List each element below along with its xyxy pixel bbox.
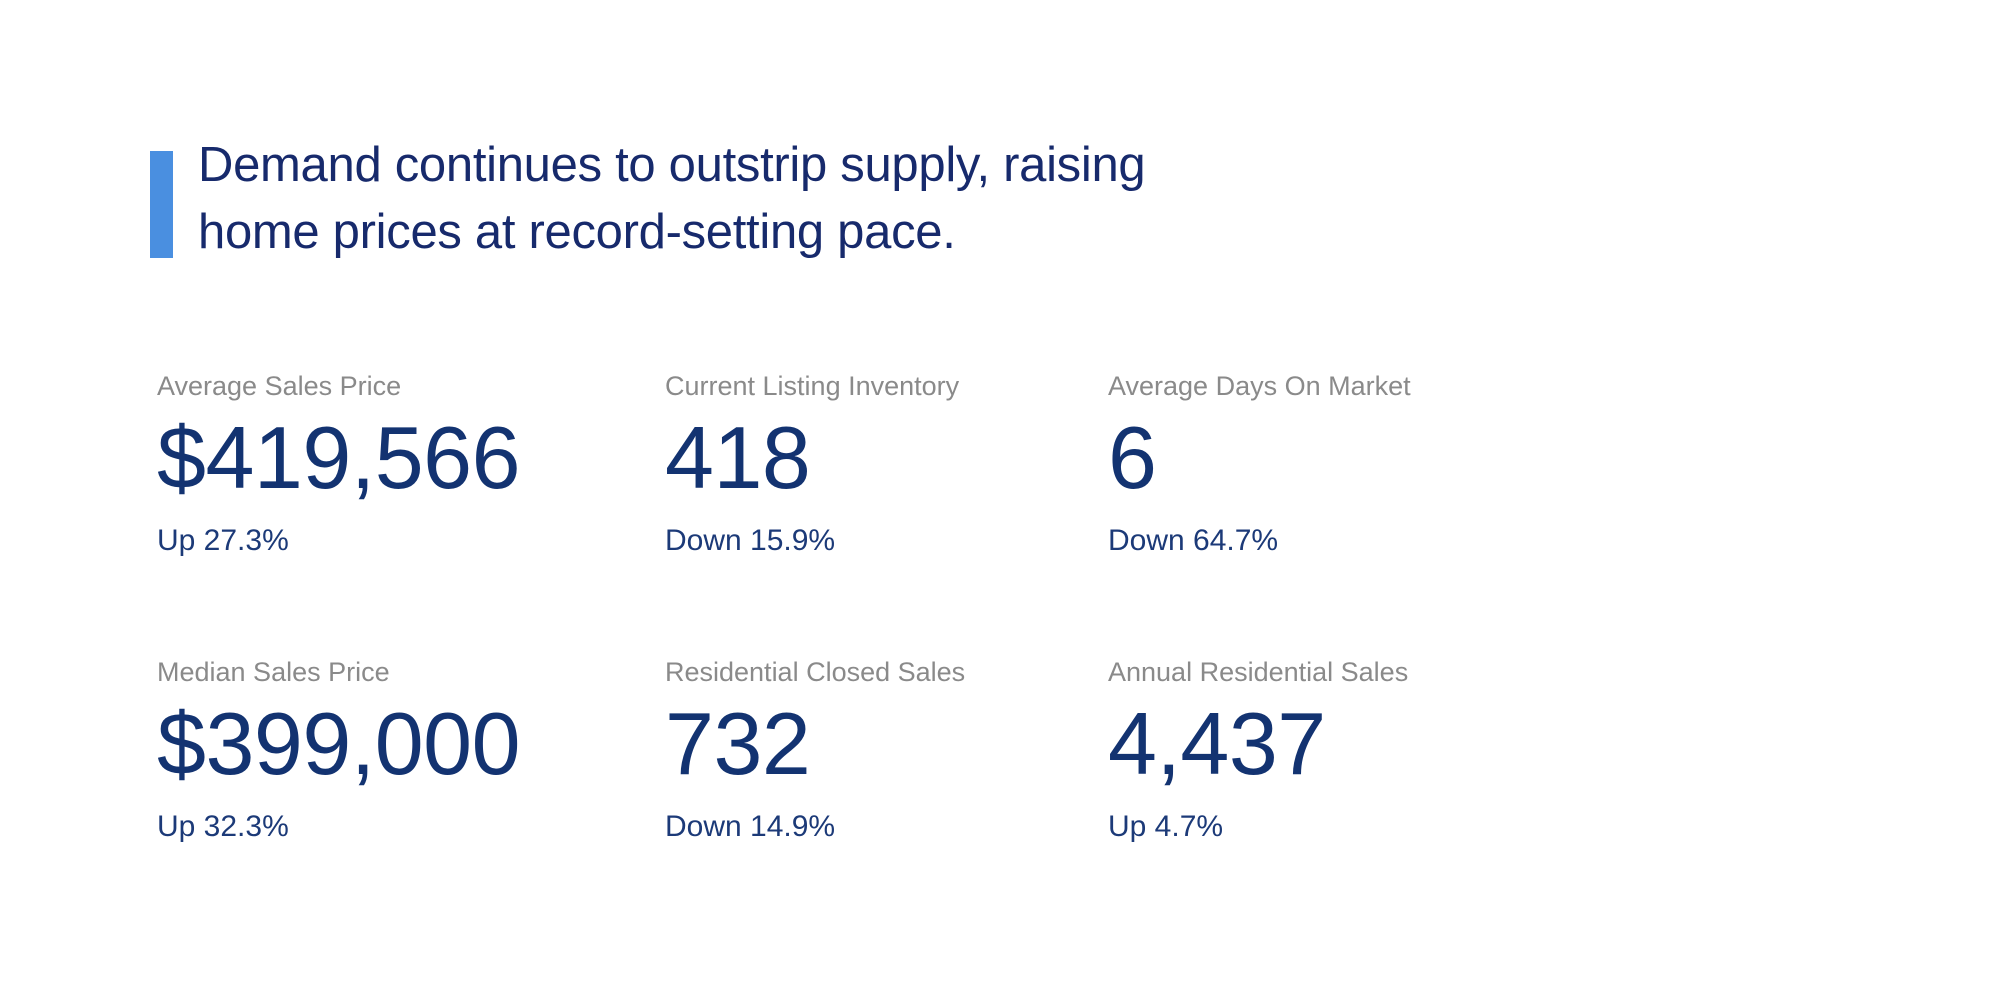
stat-value: 6: [1108, 408, 1157, 507]
stat-card-average-sales-price: Average Sales Price $419,566 Up 27.3%: [157, 373, 665, 556]
stat-label: Residential Closed Sales: [665, 657, 966, 687]
stat-card-average-days-on-market: Average Days On Market 6 Down 64.7%: [1108, 373, 1668, 556]
stat-change: Down 14.9%: [665, 810, 836, 843]
stat-value: 4,437: [1108, 694, 1326, 793]
stat-change: Down 15.9%: [665, 524, 836, 557]
stats-grid: Average Sales Price $419,566 Up 27.3% Cu…: [157, 373, 1668, 842]
stat-label: Average Days On Market: [1108, 371, 1411, 401]
stat-change: Down 64.7%: [1108, 524, 1279, 557]
stat-card-median-sales-price: Median Sales Price $399,000 Up 32.3%: [157, 659, 665, 842]
stat-change: Up 32.3%: [157, 810, 289, 843]
stat-card-annual-residential-sales: Annual Residential Sales 4,437 Up 4.7%: [1108, 659, 1668, 842]
headline-accent-bar: [150, 151, 173, 258]
stat-change: Up 4.7%: [1108, 810, 1224, 843]
stat-value: $419,566: [157, 408, 521, 507]
stat-label: Annual Residential Sales: [1108, 657, 1409, 687]
stat-change: Up 27.3%: [157, 524, 289, 557]
stat-value: 732: [665, 694, 811, 793]
stat-label: Average Sales Price: [157, 371, 402, 401]
stat-value: 418: [665, 408, 811, 507]
stat-value: $399,000: [157, 694, 521, 793]
page-title: Demand continues to outstrip supply, rai…: [198, 138, 1146, 259]
stat-label: Median Sales Price: [157, 657, 390, 687]
stat-label: Current Listing Inventory: [665, 371, 960, 401]
stat-card-residential-closed-sales: Residential Closed Sales 732 Down 14.9%: [665, 659, 1108, 842]
stat-card-current-listing-inventory: Current Listing Inventory 418 Down 15.9%: [665, 373, 1108, 556]
